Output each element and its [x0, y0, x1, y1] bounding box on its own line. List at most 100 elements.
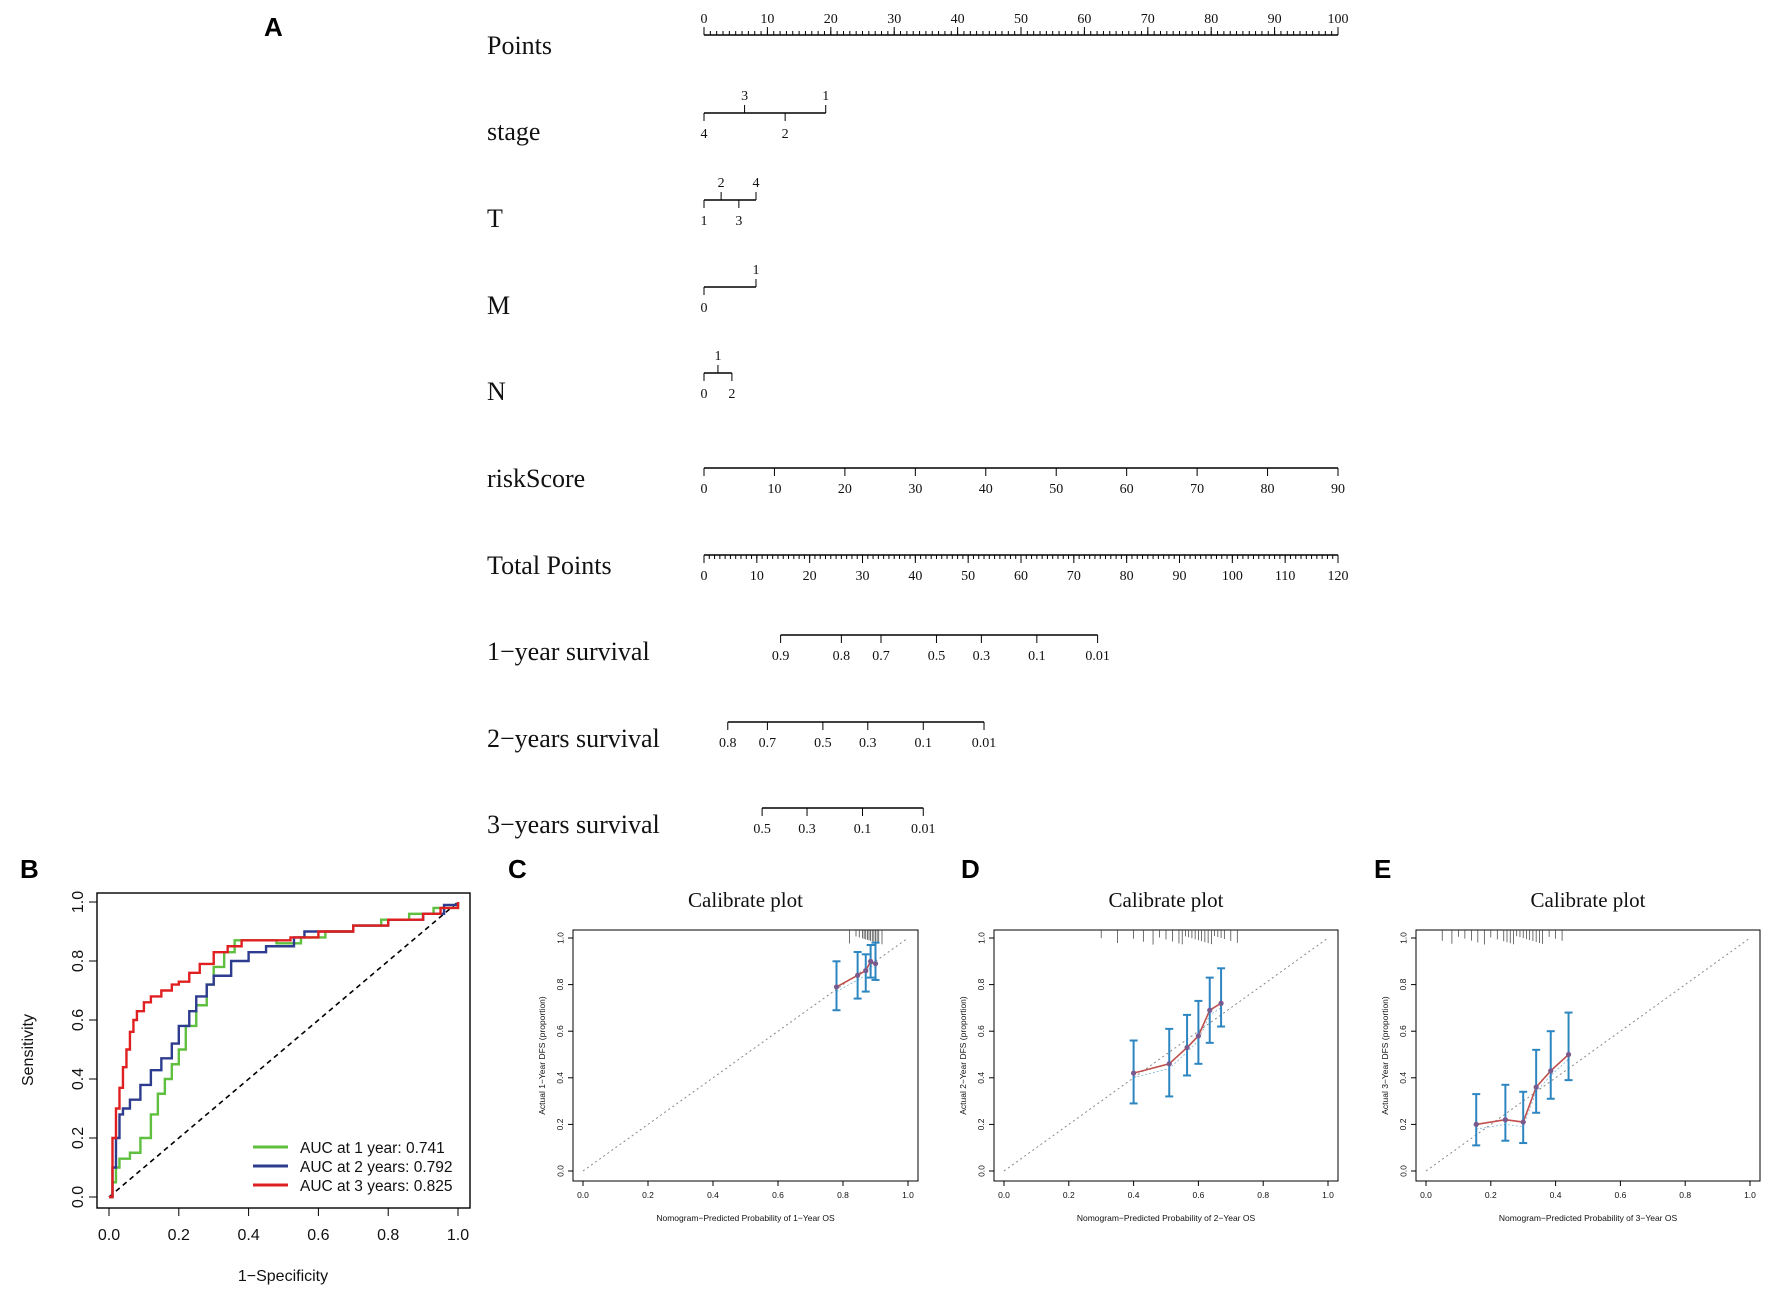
y-tick-label: 0.2 — [70, 1127, 87, 1149]
row-label: Total Points — [487, 551, 612, 580]
y-tick-label: 0.8 — [555, 978, 565, 990]
survival-label: 0.1 — [1028, 649, 1046, 664]
x-tick-label: 1.0 — [447, 1227, 469, 1244]
tick-label: 10 — [760, 12, 774, 27]
calibration-panel-c: Calibrate plot 0.0 0.2 0.4 0.6 0.8 1.0 0.0 0.2 0.… — [537, 888, 919, 1223]
x-tick-label: 1.0 — [902, 1190, 914, 1200]
x-axis-label: Nomogram−Predicted Probability of 3−Year… — [1499, 1213, 1678, 1223]
x-axis-label: Nomogram−Predicted Probability of 1−Year… — [656, 1213, 835, 1223]
x-tick-label: 0.0 — [98, 1227, 120, 1244]
survival-label: 0.3 — [798, 822, 816, 837]
y-tick-label: 0.0 — [1398, 1165, 1408, 1177]
ideal-diagonal — [1425, 937, 1751, 1172]
legend-entry: AUC at 3 years: 0.825 — [300, 1178, 453, 1195]
x-tick-label: 0.2 — [1063, 1190, 1075, 1200]
plot-frame — [1415, 929, 1761, 1182]
calibration-panel-e: Calibrate plot 0.0 0.2 0.4 0.6 0.8 1.0 0.0 0.2 0.… — [1380, 888, 1761, 1223]
x-tick-label: 0.4 — [1128, 1190, 1140, 1200]
y-tick-label: 0.8 — [70, 950, 87, 972]
x-tick-label: 0.2 — [1485, 1190, 1497, 1200]
survival-label: 0.7 — [872, 649, 890, 664]
y-tick-label: 0.6 — [976, 1025, 986, 1037]
tick-label: 80 — [1204, 12, 1218, 27]
tick-label: 110 — [1275, 569, 1295, 584]
y-axis-label: Actual 2−Year DFS (proportion) — [958, 996, 968, 1115]
y-tick-label: 1.0 — [1398, 932, 1408, 944]
x-tick-label: 0.4 — [707, 1190, 719, 1200]
calibration-point — [1502, 1117, 1508, 1123]
category-level: 1 — [701, 214, 708, 229]
panel-label-b: B — [20, 854, 39, 884]
calibration-point — [855, 972, 861, 978]
tick-label: 90 — [1331, 482, 1345, 497]
x-tick-label: 0.8 — [377, 1227, 399, 1244]
legend-entry: AUC at 1 year: 0.741 — [300, 1140, 445, 1157]
panel-label-c: C — [508, 854, 527, 884]
x-axis-label: Nomogram−Predicted Probability of 2−Year… — [1077, 1213, 1256, 1223]
x-tick-label: 0.2 — [168, 1227, 190, 1244]
x-tick-label: 0.2 — [642, 1190, 654, 1200]
x-tick-label: 0.6 — [1614, 1190, 1626, 1200]
calibration-panel-d: Calibrate plot 0.0 0.2 0.4 0.6 0.8 1.0 0.0 0.2 0.… — [958, 888, 1339, 1223]
calibration-point — [1473, 1121, 1479, 1127]
tick-label: 0 — [701, 482, 708, 497]
category-level: 2 — [782, 127, 789, 142]
calibration-point — [1533, 1084, 1539, 1090]
calibration-title: Calibrate plot — [1531, 888, 1646, 912]
reference-diagonal — [108, 901, 459, 1198]
tick-label: 120 — [1328, 569, 1349, 584]
category-level: 2 — [728, 387, 735, 402]
x-tick-label: 0.6 — [1192, 1190, 1204, 1200]
y-tick-label: 0.2 — [1398, 1118, 1408, 1130]
survival-label: 0.01 — [972, 736, 997, 751]
bias-corrected-curve — [1133, 1007, 1222, 1079]
legend-entry: AUC at 2 years: 0.792 — [300, 1159, 453, 1176]
category-level: 1 — [752, 263, 759, 278]
tick-label: 30 — [856, 569, 870, 584]
row-label: M — [487, 291, 510, 320]
x-tick-label: 1.0 — [1322, 1190, 1334, 1200]
panel-label-a: A — [264, 12, 283, 42]
survival-label: 0.01 — [911, 822, 936, 837]
x-tick-label: 0.8 — [1679, 1190, 1691, 1200]
y-tick-label: 0.0 — [555, 1165, 565, 1177]
survival-label: 0.5 — [814, 736, 832, 751]
survival-label: 0.5 — [928, 649, 946, 664]
tick-label: 60 — [1077, 12, 1091, 27]
roc-curve-3-year — [109, 902, 460, 1199]
calibration-point — [868, 958, 874, 964]
row-label: N — [487, 377, 506, 406]
y-tick-label: 0.8 — [976, 978, 986, 990]
plot-frame — [993, 929, 1339, 1182]
tick-label: 10 — [750, 569, 764, 584]
tick-label: 90 — [1173, 569, 1187, 584]
tick-label: 80 — [1261, 482, 1275, 497]
category-level: 1 — [714, 349, 721, 364]
roc-panel: 0.0 0.2 0.4 0.6 0.8 1.0 0.0 0.2 0.4 0.6 0.8 1.0 1−Sp… — [20, 891, 471, 1285]
y-tick-label: 0.2 — [976, 1118, 986, 1130]
tick-label: 0 — [701, 12, 708, 27]
tick-label: 20 — [824, 12, 838, 27]
x-tick-label: 0.6 — [307, 1227, 329, 1244]
calibration-point — [872, 961, 879, 967]
y-tick-label: 0.6 — [555, 1025, 565, 1037]
tick-label: 40 — [951, 12, 965, 27]
y-tick-label: 0.4 — [555, 1072, 565, 1084]
row-label: Points — [487, 31, 552, 60]
x-tick-label: 0.8 — [837, 1190, 849, 1200]
tick-label: 70 — [1190, 482, 1204, 497]
row-label: T — [487, 204, 503, 233]
tick-label: 70 — [1067, 569, 1081, 584]
survival-label: 0.5 — [753, 822, 771, 837]
tick-label: 100 — [1222, 569, 1243, 584]
tick-label: 50 — [961, 569, 975, 584]
x-tick-label: 0.4 — [1550, 1190, 1562, 1200]
tick-label: 70 — [1141, 12, 1155, 27]
calibration-point — [1131, 1070, 1137, 1076]
y-tick-label: 0.2 — [555, 1118, 565, 1130]
row-label: 3−years survival — [487, 810, 660, 839]
bias-corrected-curve — [1476, 1058, 1569, 1130]
y-tick-label: 0.6 — [1398, 1025, 1408, 1037]
tick-label: 10 — [767, 482, 781, 497]
x-tick-label: 0.0 — [577, 1190, 589, 1200]
